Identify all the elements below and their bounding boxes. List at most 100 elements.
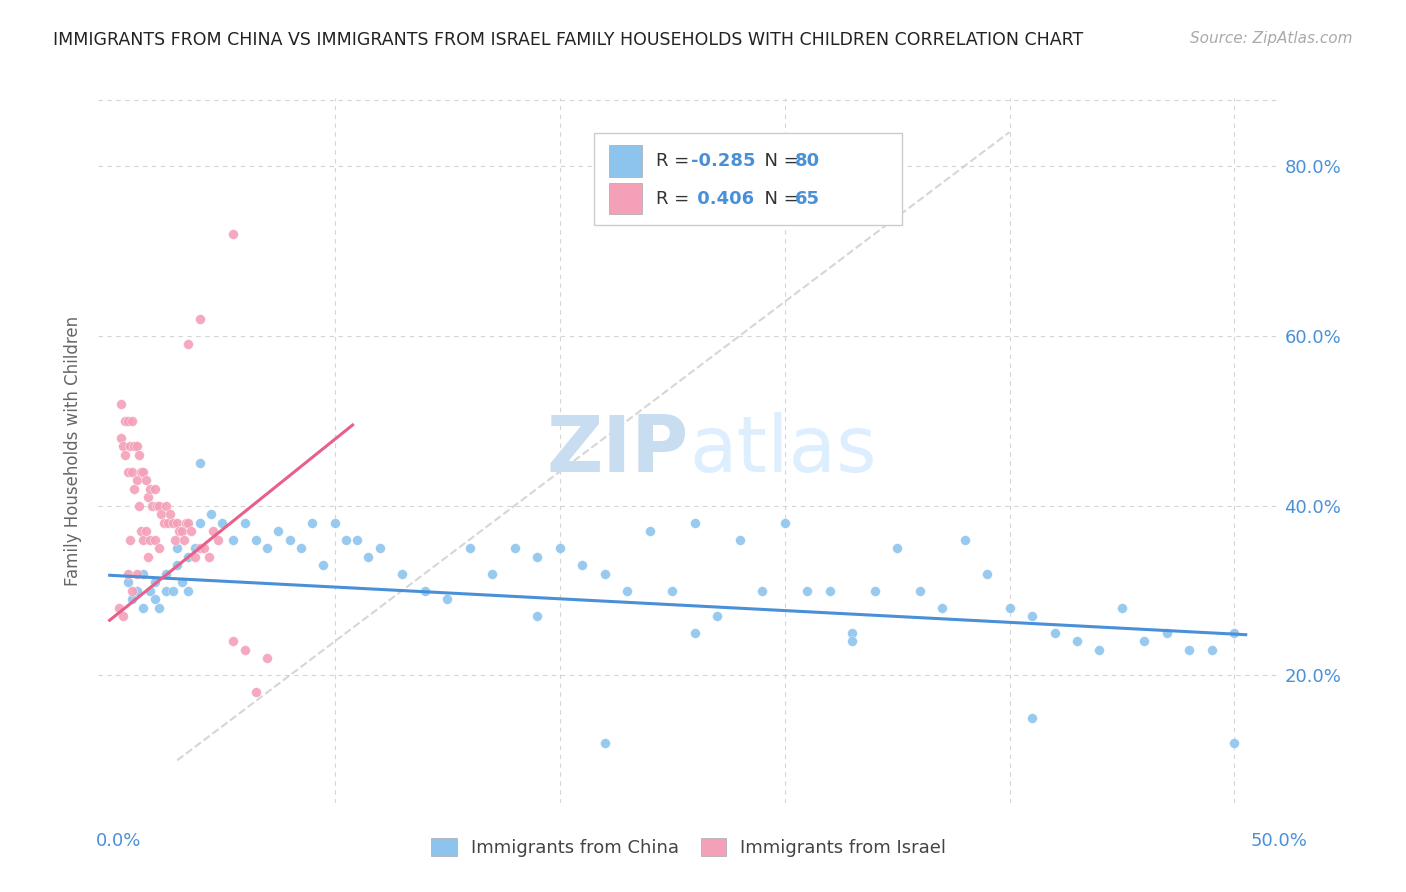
Point [177,583,200,598]
Text: ZIP: ZIP [547,412,689,489]
Point [177,516,200,530]
Point [683,516,706,530]
Point [148,499,170,513]
Point [174,516,197,530]
Point [863,583,886,598]
Point [152,516,174,530]
Point [125,439,148,453]
Point [163,533,186,547]
Point [953,533,976,547]
Point [132,600,155,615]
Point [661,583,683,598]
Point [117,575,139,590]
Point [143,533,166,547]
Point [143,592,166,607]
Point [1223,736,1246,750]
Point [278,533,301,547]
Point [173,533,195,547]
Point [155,566,177,581]
Point [207,533,229,547]
Text: 0.406: 0.406 [692,189,755,208]
Point [998,600,1021,615]
Point [143,575,166,590]
Point [1021,711,1043,725]
Text: 80: 80 [796,153,820,170]
Point [1156,626,1178,640]
Legend: Immigrants from China, Immigrants from Israel: Immigrants from China, Immigrants from I… [425,831,953,864]
Point [1178,643,1201,657]
Point [202,524,225,538]
Point [346,533,368,547]
Point [222,533,245,547]
Point [1021,609,1043,624]
Text: IMMIGRANTS FROM CHINA VS IMMIGRANTS FROM ISRAEL FAMILY HOUSEHOLDS WITH CHILDREN : IMMIGRANTS FROM CHINA VS IMMIGRANTS FROM… [53,31,1084,49]
Point [931,600,953,615]
Point [1201,643,1223,657]
Point [436,592,458,607]
Point [132,566,155,581]
Point [593,566,616,581]
Text: 0.0%: 0.0% [96,832,141,850]
Text: N =: N = [752,153,804,170]
Point [301,516,323,530]
Point [170,524,193,538]
Point [118,533,141,547]
Point [458,541,481,555]
Point [155,583,177,598]
Point [132,533,155,547]
Point [121,583,143,598]
Text: Source: ZipAtlas.com: Source: ZipAtlas.com [1189,31,1353,46]
Point [177,549,200,564]
Y-axis label: Family Households with Children: Family Households with Children [65,316,83,585]
Point [124,439,146,453]
FancyBboxPatch shape [609,145,641,177]
Point [245,685,267,699]
Point [312,558,335,572]
Point [118,439,141,453]
Point [177,337,200,351]
Point [132,465,155,479]
Point [841,626,863,640]
Point [188,541,211,555]
Point [290,541,312,555]
Text: N =: N = [752,189,804,208]
Point [166,558,188,572]
Point [136,549,159,564]
Point [135,524,157,538]
Point [117,566,139,581]
Point [796,583,818,598]
Point [148,600,170,615]
Point [571,558,593,572]
Point [548,541,571,555]
Point [413,583,436,598]
Point [121,465,143,479]
Point [256,541,278,555]
Point [124,482,146,496]
Text: R =: R = [655,189,695,208]
Point [357,549,380,564]
Point [141,499,163,513]
Text: 65: 65 [796,189,820,208]
Point [683,626,706,640]
Point [267,524,290,538]
Point [638,524,661,538]
Point [170,575,193,590]
Point [773,516,796,530]
Point [135,473,157,487]
Point [166,516,188,530]
Point [335,533,357,547]
Point [1111,600,1133,615]
Point [1133,634,1156,648]
Point [114,448,136,462]
Point [323,516,346,530]
Point [128,448,150,462]
Point [616,583,638,598]
Point [162,516,184,530]
Point [1043,626,1066,640]
Point [125,473,148,487]
Point [188,311,211,326]
Point [184,549,207,564]
Point [169,524,191,538]
Point [526,609,548,624]
Point [200,507,222,521]
